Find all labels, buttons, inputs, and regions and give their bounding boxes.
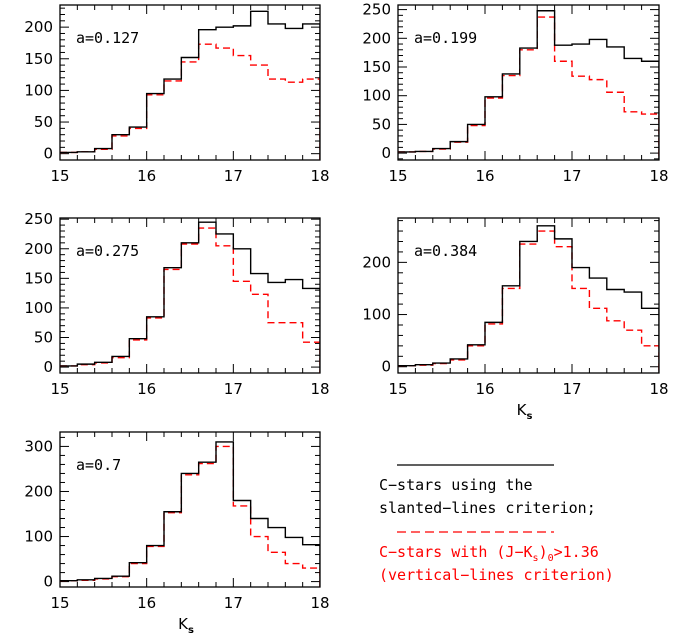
- y-tick-label: 250: [24, 210, 53, 228]
- x-tick-label: 15: [50, 380, 69, 398]
- histogram-black-solid: [60, 221, 320, 373]
- x-tick-label: 15: [50, 594, 69, 612]
- x-tick-label: 16: [137, 594, 156, 612]
- y-tick-label: 50: [372, 115, 391, 133]
- plot-frame: [397, 217, 660, 374]
- x-axis-label: Ks: [517, 401, 533, 422]
- y-tick-label: 250: [362, 1, 391, 19]
- histogram-panel-2: 15 16 17 18 0 50 100 150 200 250 a=0.199: [362, 1, 668, 185]
- y-tick-label: 150: [24, 50, 53, 68]
- histogram-panel-1: 15 16 17 18 0 50 100 150 200 a=0.127: [24, 4, 330, 185]
- panel-annotation: a=0.199: [414, 29, 477, 47]
- legend-red-tail: >1.36: [554, 543, 599, 561]
- x-axis-label: Ks: [178, 615, 194, 636]
- histogram-red-dashed: [60, 445, 320, 587]
- x-tick-label: 16: [137, 167, 156, 185]
- x-axis-label-sub: s: [526, 411, 532, 422]
- y-tick-label: 50: [34, 113, 53, 131]
- y-tick-label: 0: [381, 144, 391, 162]
- x-axis-label-sub: s: [188, 625, 194, 636]
- legend-red-sub-0: 0: [548, 553, 554, 564]
- y-tick-label: 100: [362, 306, 391, 324]
- y-tick-label: 150: [362, 58, 391, 76]
- panel-annotation: a=0.127: [76, 29, 139, 47]
- x-tick-label: 17: [224, 380, 243, 398]
- histogram-black-solid: [398, 225, 659, 373]
- legend: C−stars using the slanted−lines criterio…: [379, 464, 614, 584]
- x-axis-label-main: K: [178, 615, 189, 633]
- x-tick-label: 18: [310, 594, 329, 612]
- x-tick-label: 17: [224, 167, 243, 185]
- y-tick-label: 200: [362, 253, 391, 271]
- y-tick-label: 100: [24, 81, 53, 99]
- x-tick-label: 18: [649, 380, 668, 398]
- legend-red-close: ): [539, 543, 548, 561]
- panel-annotation: a=0.275: [76, 242, 139, 260]
- x-tick-label: 17: [562, 380, 581, 398]
- y-tick-label: 50: [34, 329, 53, 347]
- x-tick-label: 17: [562, 167, 581, 185]
- histogram-red-dashed: [60, 43, 320, 160]
- y-tick-label: 100: [24, 528, 53, 546]
- y-tick-label: 200: [24, 240, 53, 258]
- histogram-panel-3: 15 16 17 18 0 50 100 150 200 250 a=0.275: [24, 210, 329, 398]
- legend-black-text-line-1: C−stars using the: [379, 476, 533, 494]
- y-tick-label: 0: [381, 358, 391, 376]
- y-tick-label: 200: [362, 29, 391, 47]
- panel-annotation: a=0.384: [414, 242, 477, 260]
- histogram-red-dashed: [60, 227, 320, 373]
- x-tick-label: 15: [50, 167, 69, 185]
- histogram-black-solid: [60, 10, 320, 160]
- x-tick-label: 15: [388, 167, 407, 185]
- y-tick-label: 0: [43, 358, 53, 376]
- x-axis-label-main: K: [517, 401, 528, 419]
- histogram-black-solid: [60, 441, 320, 587]
- legend-red-sub-s: s: [533, 553, 539, 564]
- y-tick-label: 300: [24, 437, 53, 455]
- x-tick-label: 18: [310, 380, 329, 398]
- legend-red-text-a: C−stars with (J−K: [379, 543, 533, 561]
- x-tick-label: 18: [310, 167, 329, 185]
- histogram-panel-5: 15 16 17 18 0 100 200 300 a=0.7 Ks: [24, 431, 330, 636]
- y-tick-label: 150: [24, 269, 53, 287]
- x-tick-label: 15: [388, 380, 407, 398]
- histogram-black-solid: [398, 10, 659, 160]
- y-tick-label: 0: [43, 145, 53, 163]
- y-tick-label: 0: [43, 573, 53, 591]
- y-tick-label: 100: [362, 87, 391, 105]
- x-tick-label: 16: [137, 380, 156, 398]
- y-tick-label: 200: [24, 18, 53, 36]
- x-tick-label: 16: [475, 167, 494, 185]
- x-tick-label: 17: [224, 594, 243, 612]
- y-tick-label: 200: [24, 482, 53, 500]
- x-tick-label: 18: [649, 167, 668, 185]
- x-tick-label: 16: [475, 380, 494, 398]
- y-tick-label: 100: [24, 299, 53, 317]
- legend-red-text-line-2: (vertical−lines criterion): [379, 566, 614, 584]
- legend-black-text-line-2: slanted−lines criterion;: [379, 499, 596, 517]
- histogram-panel-4: 15 16 17 18 0 100 200 a=0.384 Ks: [362, 217, 669, 422]
- legend-red-text-line-1: C−stars with (J−Ks)0>1.36: [379, 543, 599, 564]
- panel-annotation: a=0.7: [76, 456, 121, 474]
